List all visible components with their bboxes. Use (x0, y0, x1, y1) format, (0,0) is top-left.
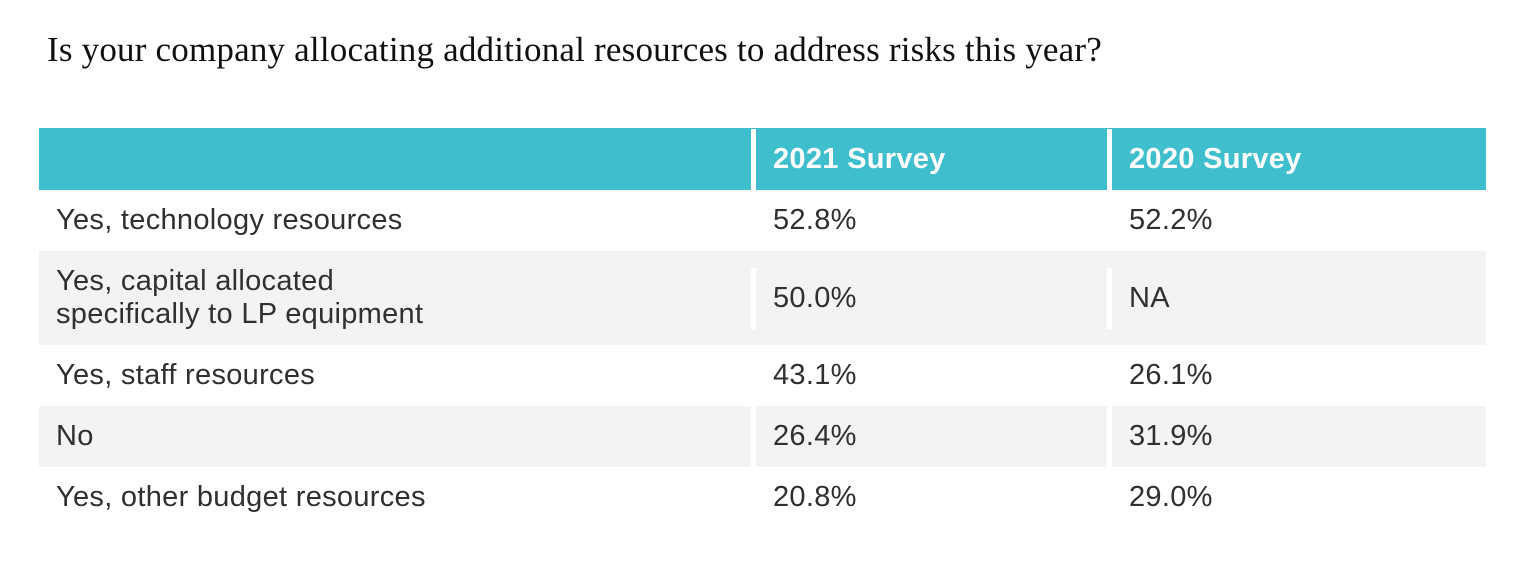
value-2020: 31.9% (1107, 406, 1486, 467)
value-2021: 43.1% (751, 345, 1107, 406)
header-cell-empty (39, 145, 751, 173)
value-2021: 20.8% (751, 467, 1107, 528)
row-label-cell: No (39, 406, 751, 467)
row-label: Yes, technology resources (56, 204, 403, 236)
value-2021: 26.4% (751, 406, 1107, 467)
table-header-row: 2021 Survey 2020 Survey (39, 128, 1486, 190)
value-2020: NA (1107, 267, 1486, 329)
table-row-staff-resources: Yes, staff resources 43.1% 26.1% (39, 345, 1486, 406)
row-label: Yes, staff resources (56, 359, 316, 391)
value-2020: 29.0% (1107, 467, 1486, 528)
header-cell-2020-survey: 2020 Survey (1107, 128, 1486, 190)
table-row-no: No 26.4% 31.9% (39, 406, 1486, 467)
row-label: No (56, 420, 94, 452)
table-row-technology-resources: Yes, technology resources 52.8% 52.2% (39, 190, 1486, 251)
row-label: Yes, capital allocated specifically to L… (56, 265, 424, 330)
row-label-cell: Yes, staff resources (39, 345, 751, 406)
value-2020: 52.2% (1107, 190, 1486, 251)
table-row-other-budget-resources: Yes, other budget resources 20.8% 29.0% (39, 467, 1486, 528)
value-2020: 26.1% (1107, 345, 1486, 406)
row-label: Yes, other budget resources (56, 481, 426, 513)
row-label-cell: Yes, technology resources (39, 190, 751, 251)
value-2021: 52.8% (751, 190, 1107, 251)
survey-results-table: 2021 Survey 2020 Survey Yes, technology … (39, 128, 1486, 528)
value-2021: 50.0% (751, 267, 1107, 329)
row-label-cell: Yes, other budget resources (39, 467, 751, 528)
header-cell-2021-survey: 2021 Survey (751, 128, 1107, 190)
row-label-cell: Yes, capital allocated specifically to L… (39, 251, 751, 345)
table-row-capital-lp-equipment: Yes, capital allocated specifically to L… (39, 251, 1486, 345)
page-title: Is your company allocating additional re… (47, 30, 1102, 69)
